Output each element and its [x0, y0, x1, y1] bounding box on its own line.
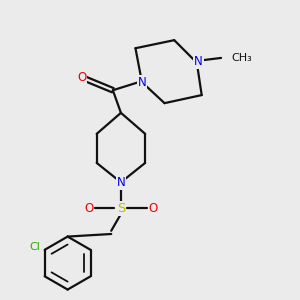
Text: N: N [194, 55, 203, 68]
Text: N: N [137, 76, 146, 89]
Text: N: N [116, 176, 125, 189]
Text: CH₃: CH₃ [232, 53, 253, 63]
Text: Cl: Cl [29, 242, 40, 252]
Text: O: O [148, 202, 158, 215]
Text: S: S [117, 202, 125, 215]
Text: O: O [84, 202, 93, 215]
Text: O: O [77, 71, 86, 84]
